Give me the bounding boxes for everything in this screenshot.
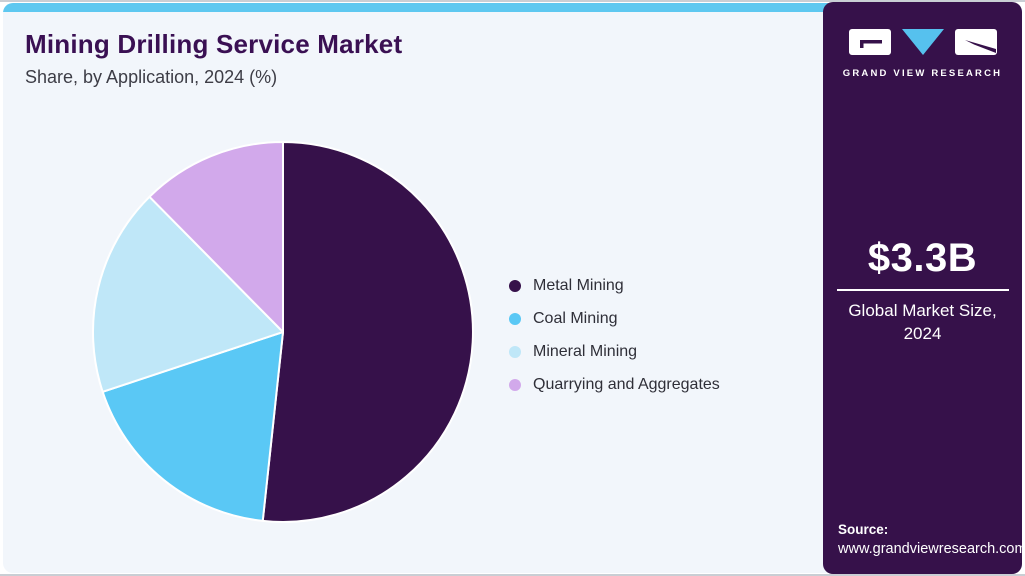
source-url: www.grandviewresearch.com bbox=[838, 541, 1025, 557]
sidebar: GRAND VIEW RESEARCH $3.3B Global Market … bbox=[823, 2, 1025, 574]
legend-label: Metal Mining bbox=[533, 276, 624, 294]
pie-slice-mineral-mining bbox=[92, 195, 284, 393]
source-label: Source: bbox=[838, 522, 889, 537]
legend-dot-icon bbox=[509, 312, 521, 325]
source-block: Source: www.grandviewresearch.com bbox=[838, 522, 1025, 557]
legend-dot-icon bbox=[509, 279, 521, 292]
market-size-label: Global Market Size, 2024 bbox=[848, 301, 997, 343]
chart-title: Mining Drilling Service Market bbox=[25, 29, 403, 59]
bottom-edge-line bbox=[0, 574, 1025, 576]
accent-top-bar bbox=[3, 3, 1022, 12]
legend-item: Coal Mining bbox=[509, 302, 720, 335]
top-edge-line bbox=[0, 0, 1025, 2]
chart-legend: Metal Mining Coal Mining Mineral Mining Qua… bbox=[509, 269, 720, 401]
brand-logo: GRAND VIEW RESEARCH bbox=[823, 29, 1022, 79]
divider bbox=[836, 289, 1009, 291]
legend-dot-icon bbox=[509, 378, 521, 391]
legend-item: Metal Mining bbox=[509, 269, 720, 302]
legend-item: Mineral Mining bbox=[509, 335, 720, 368]
legend-label: Mineral Mining bbox=[533, 342, 638, 360]
legend-dot-icon bbox=[509, 345, 521, 358]
market-size-value: $3.3B bbox=[867, 236, 978, 280]
pie-slice-metal-mining bbox=[261, 141, 474, 523]
gvr-logo-icon bbox=[848, 29, 997, 55]
legend-item: Quarrying and Aggregates bbox=[509, 368, 720, 401]
legend-label: Quarrying and Aggregates bbox=[533, 375, 720, 393]
market-size-block: $3.3B Global Market Size, 2024 bbox=[823, 236, 1022, 346]
header: Mining Drilling Service Market Share, by… bbox=[25, 29, 402, 88]
brand-name: GRAND VIEW RESEARCH bbox=[842, 68, 1003, 79]
pie-chart bbox=[92, 141, 474, 523]
pie-slice-coal-mining bbox=[101, 331, 284, 522]
legend-label: Coal Mining bbox=[533, 309, 618, 327]
chart-subtitle: Share, by Application, 2024 (%) bbox=[25, 67, 278, 87]
pie-slice-quarrying-and-aggregates bbox=[148, 141, 284, 333]
